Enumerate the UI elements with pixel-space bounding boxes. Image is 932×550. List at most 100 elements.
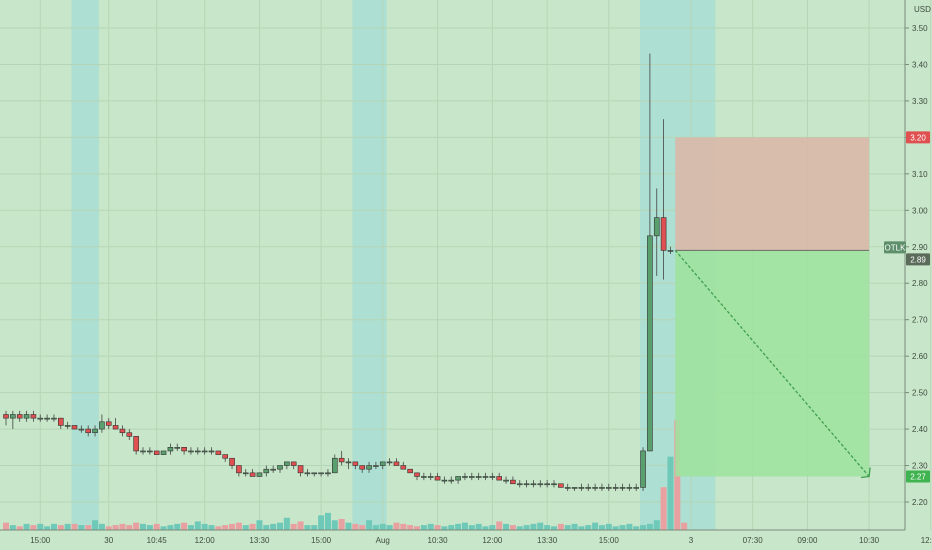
candle-body — [147, 450, 153, 453]
volume-bar — [461, 522, 468, 530]
volume-bar — [146, 525, 153, 530]
candle-body — [366, 465, 372, 470]
candle-body — [407, 468, 413, 474]
volume-bar — [126, 525, 133, 530]
volume-bar — [509, 525, 516, 530]
candle-body — [167, 447, 174, 452]
candle-body — [195, 450, 201, 453]
candle-body — [290, 461, 297, 466]
candle-body — [667, 250, 674, 252]
volume-bar — [112, 525, 119, 530]
volume-bar — [482, 526, 489, 530]
position-tool[interactable] — [674, 137, 871, 479]
y-tick-label: 3.30 — [912, 97, 928, 106]
candle-body — [475, 476, 482, 478]
candle-body — [57, 417, 64, 426]
volume-bar — [249, 523, 256, 530]
candle-body — [434, 476, 441, 481]
volume-bar — [455, 523, 462, 530]
candle-body — [331, 457, 338, 474]
y-tick-label: 2.20 — [912, 498, 928, 507]
target-price-label: 2.27 — [910, 472, 926, 481]
candle-body — [208, 450, 215, 453]
x-tick-label: 3 — [689, 536, 694, 545]
candle-body — [297, 465, 304, 474]
volume-bar — [16, 526, 23, 530]
volume-bar — [557, 523, 564, 530]
candle-body — [633, 487, 640, 489]
candle-body — [133, 436, 139, 452]
volume-bar — [352, 523, 359, 530]
volume-bar — [489, 525, 496, 530]
candle-body — [462, 476, 468, 478]
candle-body — [105, 421, 112, 426]
volume-bar — [592, 522, 599, 530]
volume-bar — [9, 525, 16, 530]
candle-body — [421, 476, 427, 478]
volume-bar — [551, 526, 557, 530]
volume-bar — [441, 526, 448, 530]
volume-bar — [612, 526, 619, 530]
volume-bar — [194, 521, 201, 530]
candle-body — [153, 450, 160, 455]
volume-bar — [537, 522, 544, 530]
volume-bar — [434, 525, 441, 530]
session-band — [352, 0, 387, 530]
volume-bar — [386, 525, 393, 530]
candle-body — [352, 461, 359, 466]
candle-body — [660, 217, 667, 251]
y-tick-label: 2.30 — [912, 462, 928, 471]
volume-bar — [105, 526, 112, 530]
volume-bar — [297, 521, 304, 530]
volume-bar — [283, 517, 290, 530]
candle-body — [373, 465, 379, 467]
candle-body — [229, 457, 235, 466]
volume-bar — [653, 520, 660, 530]
volume-bar — [646, 523, 653, 530]
volume-bar — [153, 523, 160, 530]
candle-body — [311, 472, 318, 475]
take-profit-zone[interactable] — [675, 250, 870, 477]
candle-body — [201, 450, 208, 453]
candle-body — [338, 457, 345, 463]
volume-bar — [619, 525, 626, 530]
volume-bar — [85, 525, 92, 530]
candle-body — [71, 425, 78, 430]
volume-bar — [92, 520, 99, 530]
volume-bar — [133, 522, 140, 530]
candle-body — [51, 417, 57, 420]
volume-bar — [50, 523, 57, 530]
volume-bar — [626, 523, 633, 530]
volume-bar — [571, 523, 578, 530]
y-tick-label: 2.80 — [912, 279, 928, 288]
axes — [0, 0, 906, 531]
candle-body — [318, 472, 324, 475]
candle-body — [647, 235, 653, 452]
volume-bar — [564, 525, 571, 530]
volume-bar — [372, 525, 379, 530]
candle-body — [558, 483, 564, 488]
volume-bar — [215, 526, 222, 530]
candle-body — [496, 476, 503, 481]
arrow-head — [861, 467, 871, 479]
volume-bar — [605, 523, 612, 530]
volume-bar — [503, 523, 510, 530]
volume-bar — [71, 523, 78, 530]
candle-body — [578, 487, 585, 489]
y-tick-label: 3.00 — [912, 206, 928, 215]
candle-body — [64, 425, 71, 427]
stop-loss-zone[interactable] — [675, 137, 870, 251]
candle-body — [468, 476, 475, 478]
volume-bar — [187, 525, 194, 530]
x-tick-label: 09:00 — [797, 536, 818, 545]
symbol-tag[interactable]: OTLK — [884, 241, 906, 254]
candle-body — [3, 414, 9, 419]
candle-body — [345, 461, 352, 464]
candle-body — [393, 461, 400, 466]
volume-bar — [3, 522, 9, 530]
volume-bar — [324, 512, 331, 530]
candle-body — [585, 487, 592, 489]
volume-bar — [633, 526, 640, 530]
entry-price-tag: 2.89 — [906, 253, 930, 266]
